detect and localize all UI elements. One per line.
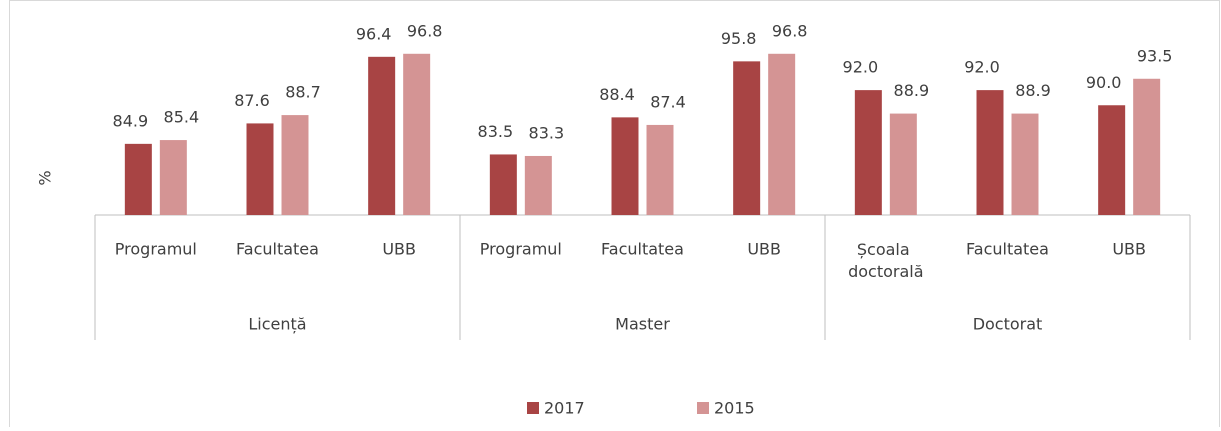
data-label: 83.5: [478, 122, 514, 141]
x-tick-label: Programul: [480, 240, 562, 259]
x-tick-label: UBB: [382, 240, 416, 259]
legend-label: 2017: [544, 399, 585, 418]
x-tick-label: Școala doctorală: [848, 240, 923, 281]
data-label: 88.9: [894, 81, 930, 100]
group-label: Doctorat: [973, 315, 1043, 334]
bar: [854, 90, 882, 215]
x-tick-label: Programul: [115, 240, 197, 259]
bar: [489, 154, 517, 215]
x-tick-label: UBB: [1112, 240, 1146, 259]
bar: [159, 140, 187, 215]
legend-label: 2015: [714, 399, 755, 418]
group-label: Licență: [248, 315, 306, 334]
data-label: 93.5: [1137, 46, 1173, 65]
legend-swatch: [697, 402, 709, 414]
data-label: 92.0: [843, 58, 879, 77]
bar: [368, 56, 396, 215]
data-label: 90.0: [1086, 73, 1122, 92]
bar: [1098, 105, 1126, 215]
data-label: 96.8: [407, 21, 443, 40]
data-label: 96.4: [356, 24, 392, 43]
data-label: 88.7: [285, 83, 321, 102]
bar: [124, 143, 152, 215]
data-label: 88.9: [1015, 81, 1051, 100]
data-label: 96.8: [772, 21, 808, 40]
bar: [768, 53, 796, 215]
bar: [281, 115, 309, 215]
data-label: 87.6: [234, 91, 270, 110]
legend-swatch: [527, 402, 539, 414]
data-label: 85.4: [164, 108, 200, 127]
bar: [976, 90, 1004, 215]
x-tick-label: UBB: [747, 240, 781, 259]
x-tick-label: Facultatea: [966, 240, 1049, 259]
x-tick-label: Facultatea: [236, 240, 319, 259]
data-label: 95.8: [721, 29, 757, 48]
bar: [246, 123, 274, 215]
data-label: 88.4: [599, 85, 635, 104]
data-label: 92.0: [964, 58, 1000, 77]
bar: [733, 61, 761, 216]
data-label: 83.3: [529, 123, 565, 142]
bar: [524, 155, 552, 215]
bar: [611, 117, 639, 215]
data-label: 84.9: [113, 111, 149, 130]
bar: [403, 53, 431, 215]
bar: [1011, 113, 1039, 215]
bar: [889, 113, 917, 215]
y-axis-label: %: [36, 170, 55, 185]
chart-border: [9, 0, 1220, 431]
data-label: 87.4: [650, 92, 686, 111]
x-tick-label: Facultatea: [601, 240, 684, 259]
bar: [1133, 78, 1161, 215]
bar: [646, 124, 674, 215]
group-label: Master: [615, 315, 670, 334]
